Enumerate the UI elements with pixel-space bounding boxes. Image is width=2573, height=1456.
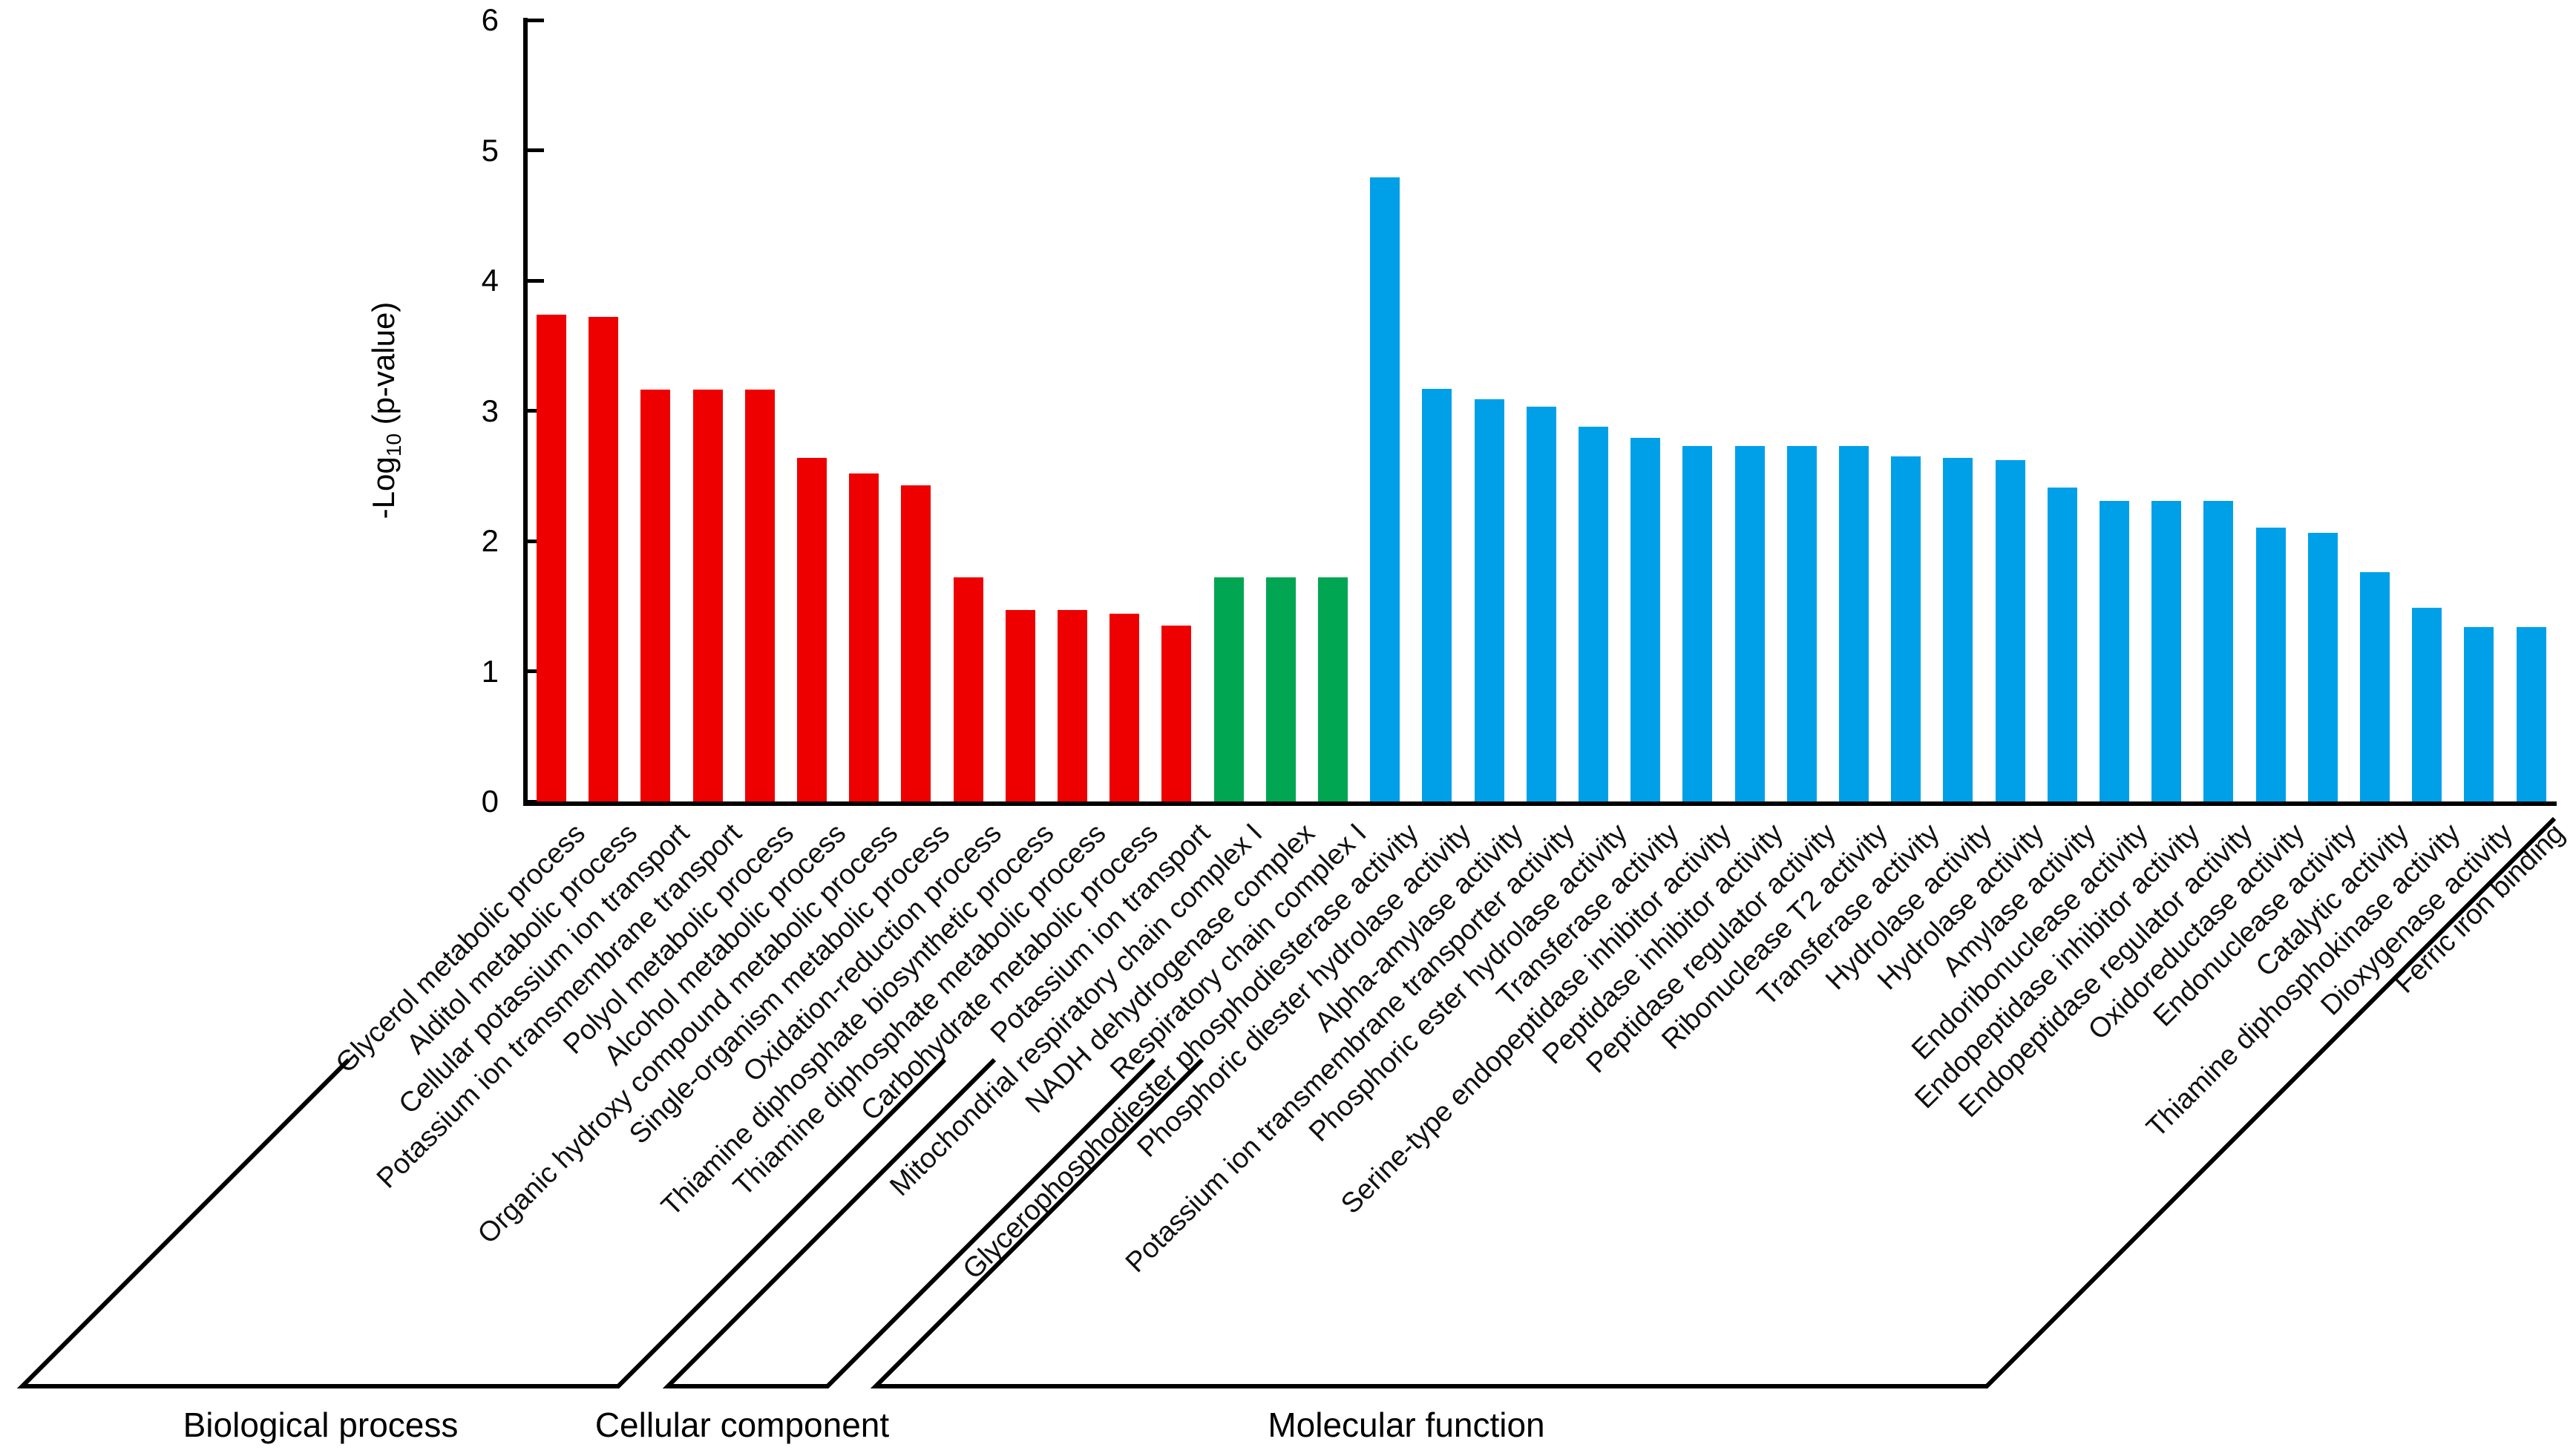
group-label-biological-process: Biological process [183, 1406, 459, 1444]
bar [1839, 445, 1869, 801]
y-tick-mark [528, 18, 544, 22]
y-tick-label: 3 [481, 393, 499, 428]
group-label-molecular-function: Molecular function [1268, 1406, 1545, 1444]
bar [537, 314, 566, 801]
y-tick-mark [528, 278, 544, 283]
bar [2412, 607, 2442, 801]
bar [1526, 407, 1556, 801]
bracket-biological-process [16, 1057, 947, 1388]
bar [1891, 456, 1921, 801]
bar [1058, 610, 1087, 801]
bar [1265, 577, 1296, 801]
bar [1995, 460, 2025, 801]
bar [2516, 626, 2546, 801]
bar [640, 390, 671, 801]
y-tick-mark [528, 539, 544, 543]
bar [1579, 426, 1608, 801]
y-tick-mark [528, 669, 544, 673]
bar [692, 390, 723, 801]
bar [1161, 626, 1192, 801]
bar [1786, 445, 1817, 801]
bar [901, 485, 931, 801]
bar [1213, 577, 1244, 801]
bar [1943, 457, 1973, 801]
bar [2307, 533, 2338, 801]
bar [797, 457, 827, 801]
bar [1682, 445, 1713, 801]
y-tick-mark [528, 409, 544, 413]
x-axis-line [523, 801, 2557, 806]
bar [2255, 528, 2286, 801]
y-tick-label: 6 [481, 2, 499, 37]
bar [2151, 500, 2182, 801]
y-tick-mark [528, 148, 544, 152]
bar [589, 317, 619, 801]
y-tick-label: 1 [481, 653, 499, 689]
y-tick-label: 5 [481, 132, 499, 168]
bar [1422, 388, 1452, 801]
bar [1734, 445, 1765, 801]
bar [1370, 177, 1400, 801]
bar [744, 390, 775, 801]
bracket-cellular-component [662, 1057, 1156, 1388]
bar [2100, 500, 2129, 801]
y-tick-label: 4 [481, 263, 499, 298]
bar [953, 577, 983, 801]
bar [1109, 614, 1140, 801]
bar [2203, 500, 2234, 801]
group-label-cellular-component: Cellular component [594, 1406, 890, 1444]
bar [2464, 626, 2494, 801]
y-tick-mark [528, 799, 544, 804]
bar [1318, 577, 1348, 801]
bar [1005, 610, 1035, 801]
y-tick-label: 0 [481, 784, 499, 819]
bracket-molecular-function [870, 816, 2557, 1388]
bar [2360, 572, 2390, 801]
y-axis-line [523, 18, 528, 806]
y-tick-label: 2 [481, 523, 499, 558]
bar [1630, 438, 1661, 801]
bar [1474, 399, 1504, 801]
bar [849, 473, 879, 801]
bar [2047, 488, 2077, 801]
